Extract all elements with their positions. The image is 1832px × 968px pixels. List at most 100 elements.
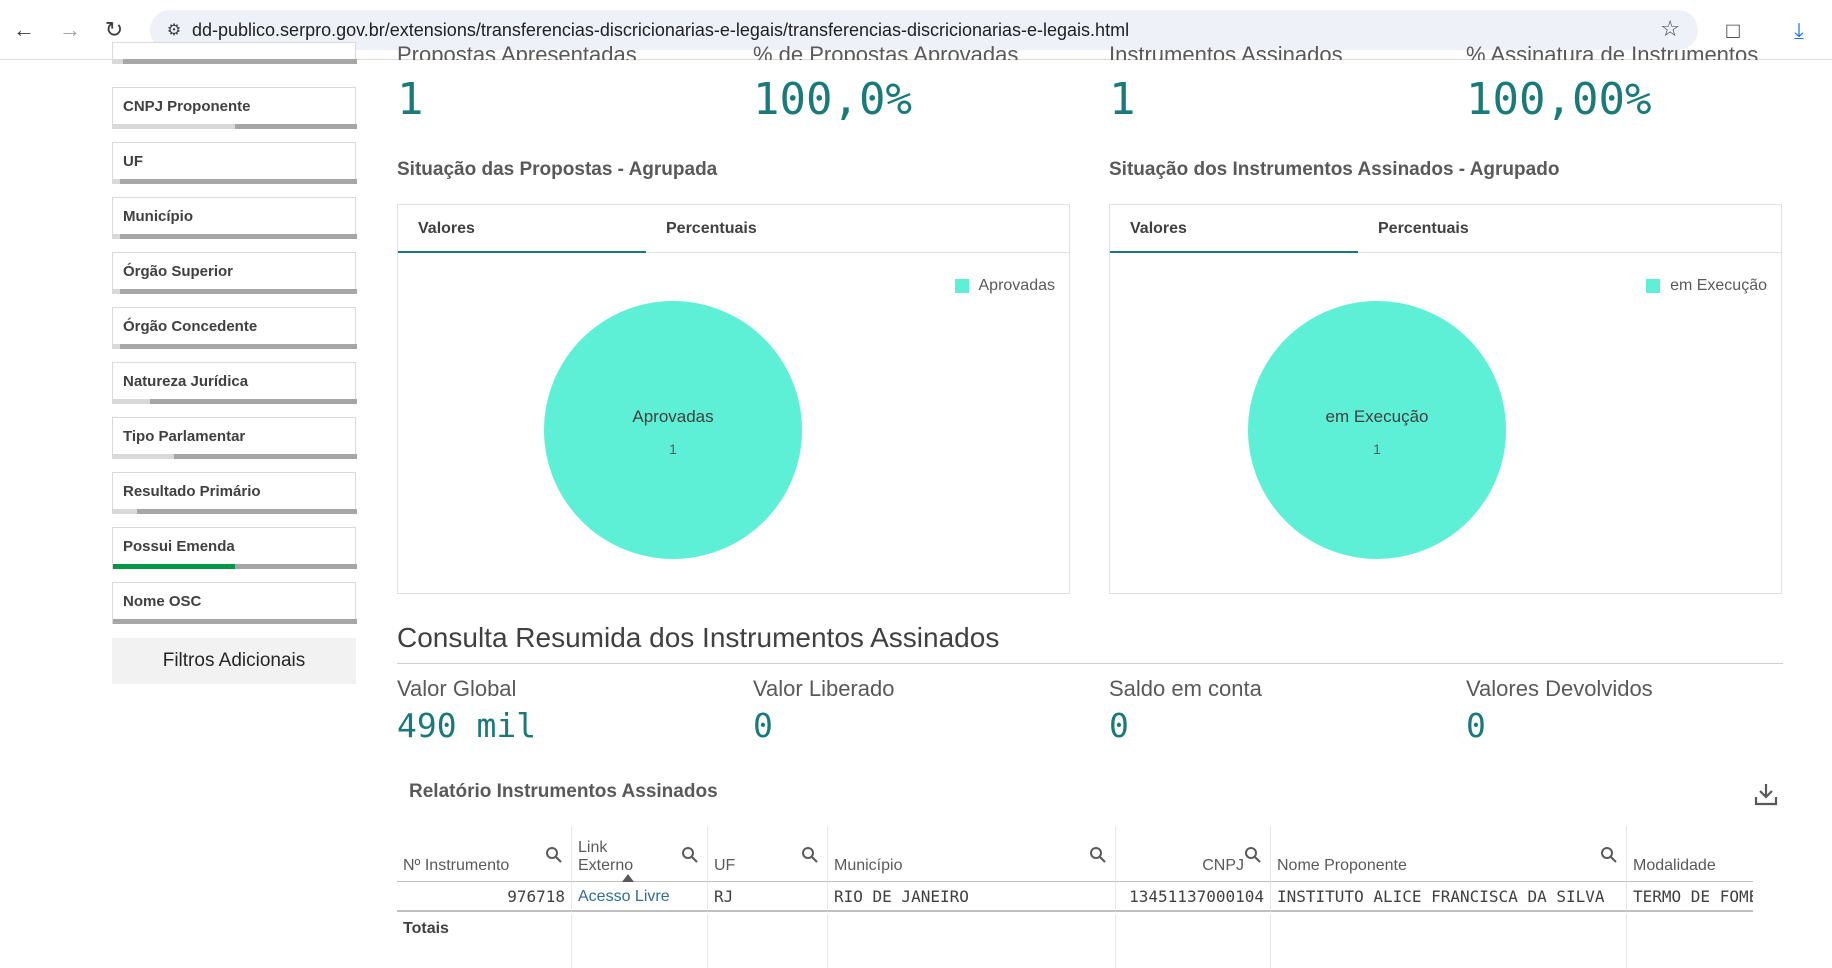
pie-slice-aprovadas[interactable] xyxy=(544,301,802,559)
filter-selection-bar xyxy=(113,564,357,569)
filter-selection-bar xyxy=(113,124,357,129)
column-header-nome-proponente[interactable]: Nome Proponente xyxy=(1271,826,1627,882)
filter-natureza-juridica[interactable]: Natureza Jurídica xyxy=(112,362,357,404)
filter-label: CNPJ Proponente xyxy=(123,98,251,115)
search-icon[interactable] xyxy=(1244,846,1262,864)
summary-value-saldo: 0 xyxy=(1109,706,1129,745)
kpi-label-instrumentos: Instrumentos Assinados xyxy=(1109,44,1343,60)
column-label: UF xyxy=(714,857,736,874)
column-header-link-externo[interactable]: Link Externo xyxy=(572,826,708,882)
browser-toolbar: ← → ↻ ⚙ dd-publico.serpro.gov.br/extensi… xyxy=(0,0,1832,60)
extra-filters-button[interactable]: Filtros Adicionais xyxy=(112,638,356,684)
filter-selection-fill xyxy=(113,179,120,184)
tab-valores[interactable]: Valores xyxy=(398,205,646,253)
column-label: Município xyxy=(834,857,903,874)
kpi-value-instrumentos: 1 xyxy=(1109,74,1136,125)
tab-percentuais[interactable]: Percentuais xyxy=(666,220,757,237)
totals-cell xyxy=(572,914,708,968)
forward-icon[interactable]: → xyxy=(59,17,81,42)
filter-selection-bar xyxy=(113,344,357,349)
column-label: Nome Proponente xyxy=(1277,857,1407,874)
filter-label: Tipo Parlamentar xyxy=(123,428,246,445)
chart-legend[interactable]: Aprovadas xyxy=(954,277,1055,295)
filter-selection-fill xyxy=(113,509,137,514)
totals-cell xyxy=(1116,914,1271,968)
pie-slice-value: 1 xyxy=(1373,441,1381,457)
filter-possui-emenda[interactable]: Possui Emenda xyxy=(112,527,357,569)
cell-cnpj: 13451137000104 xyxy=(1116,882,1271,912)
filter-cnpj-proponente[interactable]: CNPJ Proponente xyxy=(112,87,357,129)
filter-label: Órgão Superior xyxy=(123,263,234,280)
kpi-value-assinatura: 100,00% xyxy=(1466,74,1652,125)
filter-selection-fill xyxy=(113,399,150,404)
filter-label: Resultado Primário xyxy=(123,483,261,500)
filter-selection-bar xyxy=(113,234,357,239)
filter-resultado-primario[interactable]: Resultado Primário xyxy=(112,472,357,514)
totals-cell xyxy=(828,914,1116,968)
download-icon[interactable]: ⤓ xyxy=(1794,18,1804,43)
chart-legend[interactable]: em Execução xyxy=(1646,277,1767,295)
sort-ascending-icon xyxy=(622,874,634,882)
site-info-icon[interactable]: ⚙ xyxy=(166,22,182,39)
column-header-modalidade[interactable]: Modalidade xyxy=(1627,826,1753,882)
chart-title-instrumentos: Situação dos Instrumentos Assinados - Ag… xyxy=(1109,159,1560,180)
kpi-label-assinatura: % Assinatura de Instrumentos xyxy=(1466,44,1759,60)
summary-label-valor-global: Valor Global xyxy=(397,676,517,701)
legend-label: em Execução xyxy=(1670,277,1767,294)
cell-link-acesso-livre[interactable]: Acesso Livre xyxy=(572,882,708,912)
url-text[interactable]: dd-publico.serpro.gov.br/extensions/tran… xyxy=(192,20,1130,40)
filter-track xyxy=(113,59,357,64)
kpi-value-propostas: 1 xyxy=(397,74,424,125)
summary-label-saldo: Saldo em conta xyxy=(1109,676,1262,701)
search-icon[interactable] xyxy=(1600,846,1618,864)
pie-slice-em-execucao[interactable] xyxy=(1248,301,1506,559)
address-bar[interactable]: ⚙ dd-publico.serpro.gov.br/extensions/tr… xyxy=(150,10,1698,50)
export-download-icon[interactable] xyxy=(1752,780,1780,808)
back-icon[interactable]: ← xyxy=(13,17,35,42)
chart-panel-propostas: Valores Percentuais Aprovadas Aprovadas … xyxy=(397,204,1070,594)
column-label: Nº Instrumento xyxy=(403,857,510,874)
column-header-uf[interactable]: UF xyxy=(708,826,828,882)
column-header-cnpj[interactable]: CNPJ xyxy=(1116,826,1271,882)
chart-tabs: Valores Percentuais xyxy=(398,205,1069,253)
summary-value-devolvidos: 0 xyxy=(1466,706,1486,745)
extensions-icon[interactable]: □ xyxy=(1726,18,1740,43)
filter-orgao-concedente[interactable]: Órgão Concedente xyxy=(112,307,357,349)
search-icon[interactable] xyxy=(1089,846,1107,864)
filter-orgao-superior[interactable]: Órgão Superior xyxy=(112,252,357,294)
filter-selection-bar xyxy=(113,509,357,514)
cell-modalidade: TERMO DE FOMENTO xyxy=(1627,882,1753,912)
bookmark-star-icon[interactable]: ☆ xyxy=(1660,16,1680,41)
tab-percentuais[interactable]: Percentuais xyxy=(1378,220,1469,237)
summary-value-valor-liberado: 0 xyxy=(753,706,773,745)
filter-municipio[interactable]: Município xyxy=(112,197,357,239)
chart-panel-instrumentos: Valores Percentuais em Execução em Execu… xyxy=(1109,204,1782,594)
search-icon[interactable] xyxy=(545,846,563,864)
summary-label-valor-liberado: Valor Liberado xyxy=(753,676,895,701)
search-icon[interactable] xyxy=(681,846,699,864)
reload-icon[interactable]: ↻ xyxy=(104,17,124,42)
column-label: Link Externo xyxy=(578,839,633,875)
search-icon[interactable] xyxy=(801,846,819,864)
column-header-instrumento[interactable]: Nº Instrumento xyxy=(397,826,572,882)
column-label: Modalidade xyxy=(1633,857,1716,874)
column-label: CNPJ xyxy=(1202,857,1244,874)
cell-nome-proponente: INSTITUTO ALICE FRANCISCA DA SILVA xyxy=(1271,882,1627,912)
filter-uf[interactable]: UF xyxy=(112,142,357,184)
totals-label: Totais xyxy=(397,914,572,968)
filter-tipo-parlamentar[interactable]: Tipo Parlamentar xyxy=(112,417,357,459)
legend-swatch xyxy=(954,279,969,293)
totals-cell xyxy=(708,914,828,968)
cell-instrumento: 976718 xyxy=(397,882,572,912)
kpi-label-propostas: Propostas Apresentadas xyxy=(397,44,637,60)
pie-slice-value: 1 xyxy=(669,441,677,457)
filter-label: UF xyxy=(123,153,143,170)
filter-selection-fill xyxy=(113,124,235,129)
legend-swatch xyxy=(1646,279,1661,293)
column-header-municipio[interactable]: Município xyxy=(828,826,1116,882)
tab-valores[interactable]: Valores xyxy=(1110,205,1358,253)
filter-selection-bar xyxy=(113,289,357,294)
filter-selection-bar xyxy=(113,619,357,624)
filter-partial[interactable] xyxy=(112,42,357,64)
filter-nome-osc[interactable]: Nome OSC xyxy=(112,582,357,624)
